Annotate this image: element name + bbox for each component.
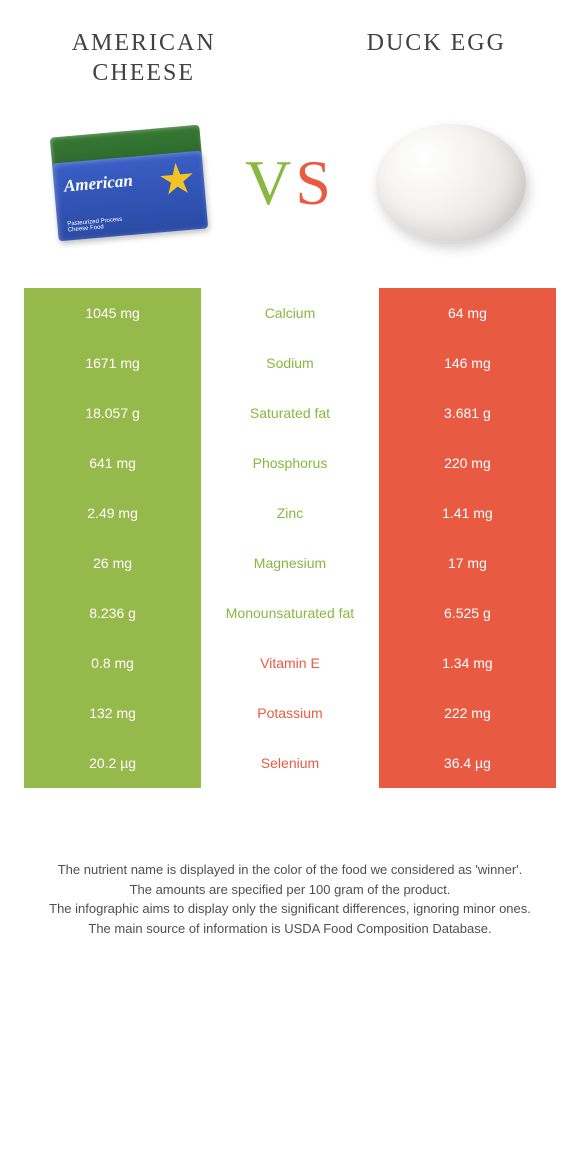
left-value: 8.236 g: [24, 588, 201, 638]
right-value: 1.34 mg: [379, 638, 556, 688]
nutrient-name: Vitamin E: [201, 638, 379, 688]
left-value: 1671 mg: [24, 338, 201, 388]
right-value: 146 mg: [379, 338, 556, 388]
right-value: 222 mg: [379, 688, 556, 738]
table-row: 641 mgPhosphorus220 mg: [24, 438, 556, 488]
nutrient-name: Potassium: [201, 688, 379, 738]
left-value: 641 mg: [24, 438, 201, 488]
left-value: 26 mg: [24, 538, 201, 588]
footnote-line: The main source of information is USDA F…: [32, 919, 548, 939]
nutrient-name: Monounsaturated fat: [201, 588, 379, 638]
right-value: 6.525 g: [379, 588, 556, 638]
table-row: 20.2 µgSelenium36.4 µg: [24, 738, 556, 788]
food-title-left: AMERICAN CHEESE: [24, 28, 263, 88]
left-value: 1045 mg: [24, 288, 201, 338]
footnote-line: The nutrient name is displayed in the co…: [32, 860, 548, 880]
vs-v: V: [245, 147, 295, 218]
vs-label: VS: [245, 146, 335, 220]
table-row: 26 mgMagnesium17 mg: [24, 538, 556, 588]
right-value: 36.4 µg: [379, 738, 556, 788]
nutrient-name: Saturated fat: [201, 388, 379, 438]
right-value: 3.681 g: [379, 388, 556, 438]
table-row: 8.236 gMonounsaturated fat6.525 g: [24, 588, 556, 638]
right-value: 1.41 mg: [379, 488, 556, 538]
nutrient-name: Selenium: [201, 738, 379, 788]
nutrient-name: Sodium: [201, 338, 379, 388]
table-row: 132 mgPotassium222 mg: [24, 688, 556, 738]
food-image-right: [366, 118, 536, 248]
table-row: 2.49 mgZinc1.41 mg: [24, 488, 556, 538]
left-value: 20.2 µg: [24, 738, 201, 788]
footnote-line: The amounts are specified per 100 gram o…: [32, 880, 548, 900]
table-row: 1045 mgCalcium64 mg: [24, 288, 556, 338]
footnotes: The nutrient name is displayed in the co…: [24, 860, 556, 938]
left-value: 132 mg: [24, 688, 201, 738]
food-title-right: DUCK EGG: [317, 28, 556, 58]
nutrient-name: Magnesium: [201, 538, 379, 588]
right-value: 220 mg: [379, 438, 556, 488]
table-row: 0.8 mgVitamin E1.34 mg: [24, 638, 556, 688]
left-value: 0.8 mg: [24, 638, 201, 688]
left-value: 2.49 mg: [24, 488, 201, 538]
cheese-package-icon: American Pasteurized ProcessCheese Food: [50, 125, 208, 242]
right-value: 17 mg: [379, 538, 556, 588]
left-value: 18.057 g: [24, 388, 201, 438]
nutrient-table: 1045 mgCalcium64 mg1671 mgSodium146 mg18…: [24, 288, 556, 788]
right-value: 64 mg: [379, 288, 556, 338]
food-image-left: American Pasteurized ProcessCheese Food: [44, 118, 214, 248]
images-row: American Pasteurized ProcessCheese Food …: [44, 118, 536, 248]
table-row: 1671 mgSodium146 mg: [24, 338, 556, 388]
titles-row: AMERICAN CHEESE DUCK EGG: [24, 28, 556, 88]
egg-icon: [376, 124, 526, 242]
nutrient-name: Calcium: [201, 288, 379, 338]
table-row: 18.057 gSaturated fat3.681 g: [24, 388, 556, 438]
vs-s: S: [295, 147, 335, 218]
nutrient-name: Zinc: [201, 488, 379, 538]
nutrient-name: Phosphorus: [201, 438, 379, 488]
footnote-line: The infographic aims to display only the…: [32, 899, 548, 919]
